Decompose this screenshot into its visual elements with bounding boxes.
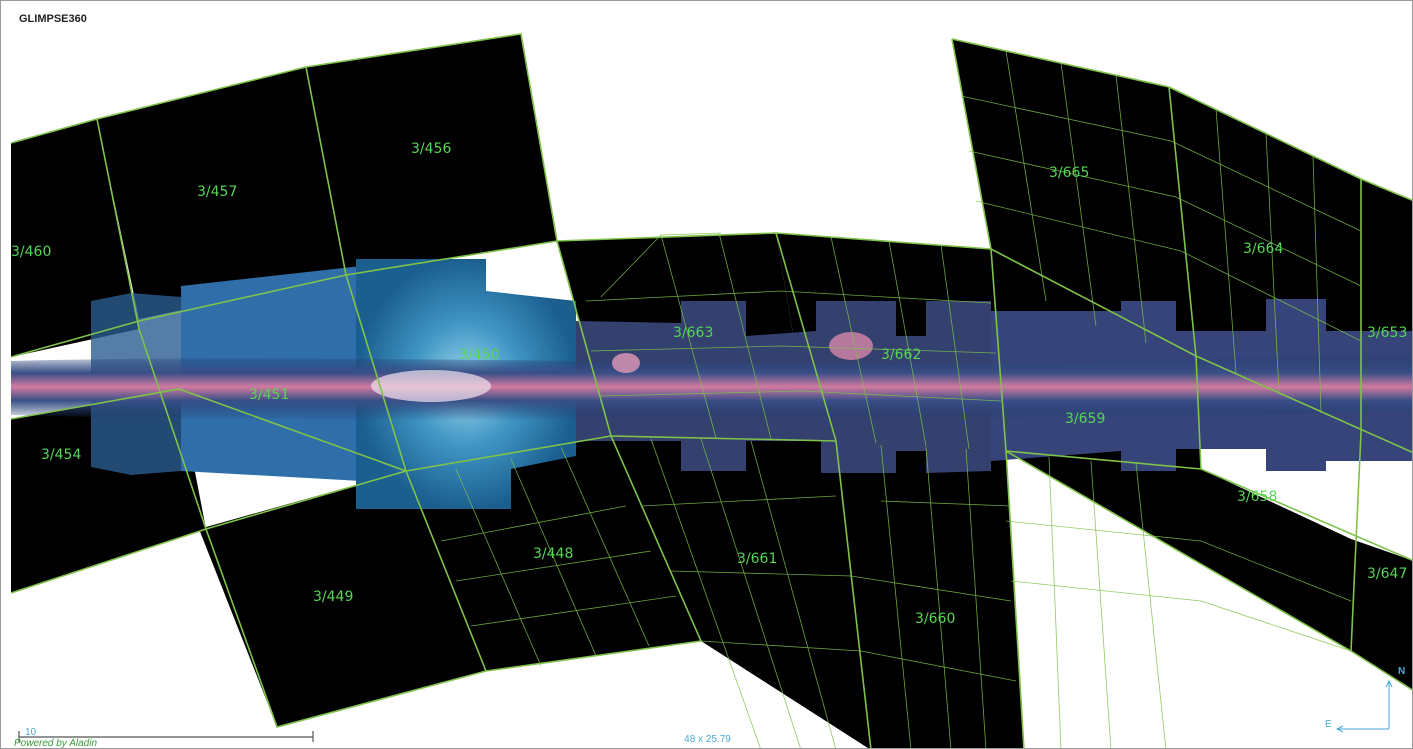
- tile-3-460[interactable]: [11, 119, 139, 357]
- compass-icon: [1335, 679, 1393, 733]
- tile-label: 3/665: [1049, 165, 1089, 181]
- tile-3-456[interactable]: [306, 34, 557, 275]
- tile-label: 3/460: [11, 244, 51, 260]
- tile-labels: 3/460 3/457 3/456 3/451 3/450 3/454 3/44…: [11, 141, 1407, 627]
- tile-label: 3/661: [737, 551, 777, 567]
- tile-label: 3/448: [533, 546, 573, 562]
- tile-label: 3/457: [197, 184, 237, 200]
- scale-bar: [18, 731, 314, 742]
- tile-label: 3/658: [1237, 489, 1277, 505]
- scale-label: 10: [25, 727, 37, 738]
- tile-label: 3/454: [41, 447, 81, 463]
- tile-label: 3/647: [1367, 566, 1407, 582]
- healpix-grid: [10, 33, 1412, 748]
- tile-3-661[interactable]: [611, 436, 871, 749]
- tile-label: 3/449: [313, 589, 353, 605]
- tile-label: 3/664: [1243, 241, 1283, 257]
- tile-label: 3/456: [411, 141, 451, 157]
- compass-east-label: E: [1325, 719, 1332, 730]
- tile-label: 3/663: [673, 325, 713, 341]
- powered-by-aladin[interactable]: Powered by Aladin: [14, 738, 98, 749]
- tile-3-660[interactable]: [836, 441, 1024, 749]
- survey-title: GLIMPSE360: [19, 13, 87, 25]
- tile-3-457[interactable]: [97, 67, 346, 319]
- tile-3-647[interactable]: [1351, 539, 1413, 691]
- tile-label: 3/653: [1367, 325, 1407, 341]
- tile-label: 3/450: [459, 347, 499, 363]
- healpix-subgrid: [440, 50, 1362, 748]
- tile-3-449[interactable]: [199, 471, 486, 727]
- tile-label: 3/659: [1065, 411, 1105, 427]
- field-of-view: 48 x 25.79: [684, 734, 731, 745]
- tile-label: 3/451: [249, 387, 289, 403]
- tile-3-665[interactable]: [952, 39, 1196, 356]
- galactic-plane-image: [11, 259, 1412, 509]
- tile-label: 3/662: [881, 347, 921, 363]
- compass-north-label: N: [1398, 666, 1406, 677]
- tile-label: 3/660: [915, 611, 955, 627]
